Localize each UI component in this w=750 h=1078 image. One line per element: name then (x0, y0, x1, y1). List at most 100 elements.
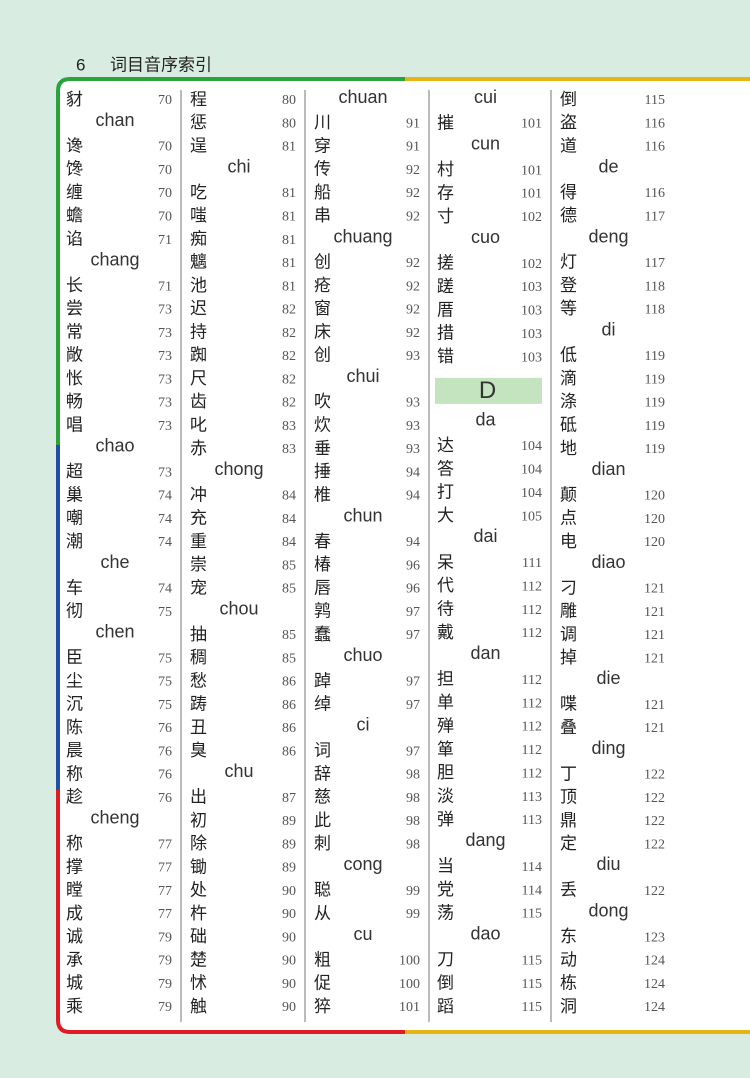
entry-char: 厝 (437, 300, 454, 319)
entry-page: 100 (399, 954, 420, 969)
pinyin-heading: chuang (333, 226, 392, 246)
entry-page: 99 (406, 884, 420, 899)
entry-char: 猝 (314, 997, 331, 1016)
entry-char: 触 (190, 997, 207, 1016)
entry-char: 顶 (560, 788, 577, 807)
entry-page: 79 (158, 977, 172, 992)
entry-char: 齿 (190, 392, 207, 411)
entry-char: 滴 (560, 369, 577, 388)
entry-char: 调 (560, 625, 577, 644)
entry-char: 洞 (560, 997, 577, 1016)
entry-char: 丑 (190, 718, 207, 737)
entry-char: 动 (560, 950, 577, 969)
entry-page: 112 (522, 743, 542, 758)
entry-page: 83 (282, 442, 296, 457)
entry-char: 吃 (190, 183, 207, 202)
entry-page: 112 (522, 579, 542, 594)
entry-page: 83 (282, 419, 296, 434)
entry-page: 119 (645, 349, 665, 364)
entry-page: 70 (158, 163, 172, 178)
entry-char: 充 (190, 509, 207, 528)
entry-page: 115 (645, 93, 665, 108)
entry-char: 床 (314, 322, 331, 341)
entry-char: 叱 (190, 415, 207, 434)
entry-char: 赤 (190, 439, 207, 458)
entry-char: 得 (560, 183, 577, 202)
entry-char: 鼎 (560, 811, 577, 830)
entry-page: 70 (158, 186, 172, 201)
entry-char: 当 (437, 857, 454, 876)
entry-char: 电 (560, 532, 577, 551)
entry-page: 116 (645, 186, 665, 201)
entry-page: 117 (645, 256, 665, 271)
entry-char: 谄 (66, 229, 83, 248)
entry-char: 丁 (560, 764, 577, 783)
entry-char: 党 (437, 880, 454, 899)
entry-char: 戴 (437, 623, 454, 642)
entry-page: 99 (406, 907, 420, 922)
entry-page: 74 (158, 582, 172, 597)
entry-page: 75 (158, 675, 172, 690)
entry-char: 潮 (66, 532, 83, 551)
entry-page: 121 (644, 605, 665, 620)
entry-char: 长 (66, 276, 83, 295)
entry-page: 98 (406, 837, 420, 852)
entry-page: 73 (158, 396, 172, 411)
entry-page: 93 (406, 419, 420, 434)
entry-char: 馋 (66, 160, 83, 179)
entry-char: 绰 (314, 695, 331, 714)
entry-char: 道 (560, 136, 577, 155)
entry-char: 胆 (437, 763, 454, 782)
entry-page: 115 (522, 1000, 542, 1015)
entry-page: 89 (282, 861, 296, 876)
entry-page: 81 (282, 256, 296, 271)
entry-char: 代 (437, 576, 454, 595)
pinyin-heading: dan (470, 643, 500, 663)
entry-char: 踟 (190, 346, 207, 365)
entry-page: 101 (399, 1000, 420, 1015)
entry-page: 92 (406, 326, 420, 341)
entry-char: 晨 (66, 741, 83, 760)
entry-char: 单 (437, 693, 454, 712)
entry-page: 84 (282, 535, 296, 550)
entry-page: 92 (406, 163, 420, 178)
entry-char: 除 (190, 834, 207, 853)
entry-char: 成 (66, 904, 83, 923)
entry-char: 础 (190, 927, 207, 946)
entry-char: 乘 (66, 997, 83, 1016)
entry-char: 东 (560, 927, 577, 946)
entry-char: 粗 (314, 950, 331, 969)
entry-page: 104 (521, 439, 542, 454)
entry-page: 103 (521, 327, 542, 342)
entry-char: 尝 (66, 299, 83, 318)
pinyin-heading: di (601, 319, 615, 339)
entry-char: 唇 (314, 578, 331, 597)
entry-page: 90 (282, 954, 296, 969)
entry-page: 85 (282, 628, 296, 643)
entry-page: 121 (644, 698, 665, 713)
entry-page: 118 (645, 303, 665, 318)
entry-page: 86 (282, 698, 296, 713)
entry-char: 嗤 (190, 206, 207, 225)
entry-page: 74 (158, 535, 172, 550)
entry-page: 113 (522, 790, 542, 805)
entry-page: 93 (406, 396, 420, 411)
entry-page: 96 (406, 558, 420, 573)
entry-page: 89 (282, 814, 296, 829)
entry-page: 80 (282, 93, 296, 108)
entry-page: 70 (158, 210, 172, 225)
entry-char: 疮 (314, 276, 331, 295)
entry-char: 尺 (190, 369, 207, 388)
entry-char: 达 (437, 436, 454, 455)
entry-char: 答 (437, 459, 454, 478)
entry-page: 101 (521, 187, 542, 202)
entry-char: 箪 (437, 740, 454, 759)
entry-page: 92 (406, 256, 420, 271)
pinyin-heading: che (100, 552, 129, 572)
entry-page: 85 (282, 558, 296, 573)
pinyin-heading: chun (343, 505, 382, 525)
entry-char: 涤 (560, 392, 577, 411)
entry-char: 缠 (66, 183, 83, 202)
entry-char: 嘲 (66, 509, 83, 528)
